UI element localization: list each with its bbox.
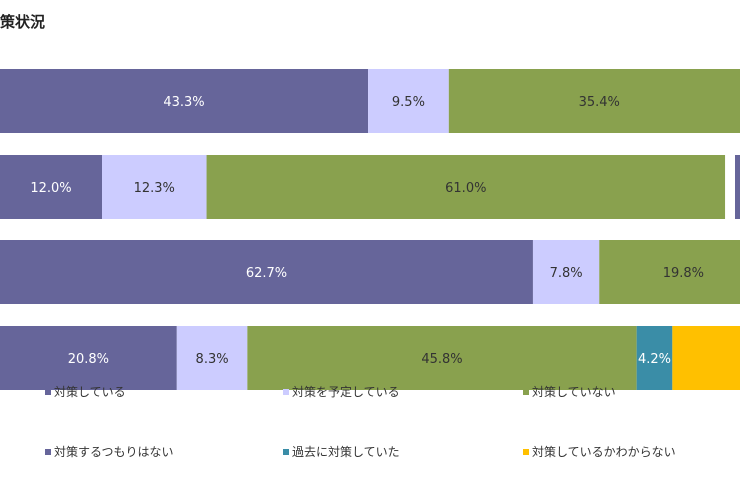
bar-label-row2-series-0: 12.0% <box>30 181 71 196</box>
bar-segment-row4-series-4 <box>636 326 673 390</box>
bar-label-row3-series-1: 7.8% <box>550 266 583 281</box>
legend-item-taisaku-shiteiru: 対策している <box>45 383 126 400</box>
bar-label-row4-series-1: 8.3% <box>196 352 229 367</box>
legend-item-tsumori-nashi: 対策するつもりはない <box>45 443 174 460</box>
bar-segment-row1-series-2 <box>448 69 740 133</box>
legend-swatch <box>283 388 289 395</box>
bar-label-row2-series-2: 61.0% <box>445 181 486 196</box>
bar-segment-row3-series-2 <box>599 240 740 304</box>
bar-segment-row1-series-0 <box>0 69 369 133</box>
bar-segment-row4-overflow <box>672 326 740 390</box>
legend-label: 対策を予定している <box>292 385 400 399</box>
bar-segment-row4-series-1 <box>176 326 248 390</box>
bar-segment-row2-series-1 <box>102 155 207 219</box>
bar-label-row4-series-4: 4.2% <box>638 352 671 367</box>
bar-segment-row3-series-1 <box>532 240 600 304</box>
legend-label: 対策しているかわからない <box>532 445 676 459</box>
legend-item-wakaranai: 対策しているかわからない <box>523 443 676 460</box>
bar-label-row1-series-2: 35.4% <box>579 95 620 110</box>
chart-title: 策状況 <box>0 13 46 31</box>
legend-item-kako-taisaku: 過去に対策していた <box>283 443 400 460</box>
bar-segment-row2-overflow <box>735 155 740 219</box>
legend-swatch <box>523 448 529 455</box>
bar-segment-row2-series-2 <box>206 155 726 219</box>
legend-swatch <box>45 388 51 395</box>
bar-label-row3-series-0: 62.7% <box>246 266 287 281</box>
bar-segment-row1-series-1 <box>368 69 449 133</box>
legend-label: 対策していない <box>532 385 616 399</box>
bar-label-row3-series-2: 19.8% <box>663 266 704 281</box>
legend-item-taisaku-yotei: 対策を予定している <box>283 383 400 400</box>
legend-swatch <box>523 388 529 395</box>
bar-label-row1-series-0: 43.3% <box>163 95 204 110</box>
bar-label-row2-series-1: 12.3% <box>134 181 175 196</box>
legend-label: 過去に対策していた <box>292 445 400 459</box>
bar-label-row4-series-0: 20.8% <box>68 352 109 367</box>
bar-segment-row3-series-0 <box>0 240 533 304</box>
legend: 対策している 対策を予定している 対策していない 対策するつもりはない 過去に対… <box>45 383 740 473</box>
bar-segment-row4-series-0 <box>0 326 177 390</box>
legend-swatch <box>45 448 51 455</box>
bar-segment-row2-series-0 <box>0 155 102 219</box>
bar-label-row4-series-2: 45.8% <box>421 352 462 367</box>
bar-segment-row4-series-2 <box>247 326 637 390</box>
legend-swatch <box>283 448 289 455</box>
legend-label: 対策している <box>54 385 126 399</box>
bar-label-row1-series-1: 9.5% <box>392 95 425 110</box>
legend-label: 対策するつもりはない <box>54 445 174 459</box>
legend-item-taisaku-shiteinai: 対策していない <box>523 383 616 400</box>
